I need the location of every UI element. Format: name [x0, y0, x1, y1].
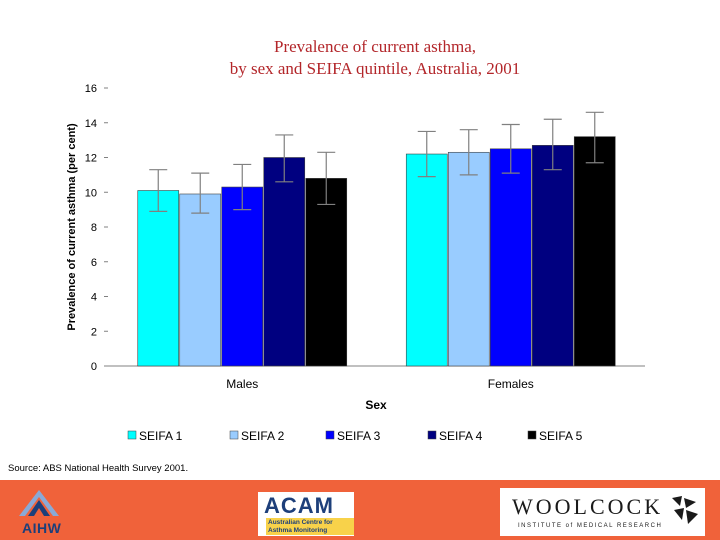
aihw-logo-text: AIHW [22, 520, 62, 536]
y-tick-label: 8 [91, 222, 97, 234]
y-tick-label: 16 [85, 83, 97, 95]
y-tick-label: 4 [91, 292, 97, 304]
legend-swatch [527, 430, 537, 440]
y-tick-label: 14 [85, 118, 97, 130]
acam-logo-text: ACAM [264, 493, 334, 518]
legend-label: SEIFA 4 [439, 429, 483, 443]
bar-males-seifa-2 [179, 193, 222, 367]
chart-title-line-2: by sex and SEIFA quintile, Australia, 20… [229, 59, 521, 78]
bar-females-seifa-4 [531, 145, 574, 367]
chart-title-line-1: Prevalence of current asthma, [273, 37, 477, 56]
legend-label: SEIFA 2 [241, 429, 285, 443]
legend-label: SEIFA 3 [337, 429, 381, 443]
y-tick-label: 0 [91, 361, 97, 373]
woolcock-logo: WOOLCOCK INSTITUTE of MEDICAL RESEARCH [500, 488, 705, 536]
footer-bar: AIHW ACAM Australian Centre for Asthma M… [0, 480, 720, 540]
acam-logo: ACAM Australian Centre for Asthma Monito… [258, 492, 354, 536]
acam-logo-subtitle: Australian Centre for Asthma Monitoring [266, 518, 354, 535]
bar-males-seifa-1 [137, 190, 180, 367]
bar-males-seifa-4 [263, 157, 306, 367]
y-tick-label: 12 [85, 153, 97, 165]
aihw-logo-mark [19, 490, 59, 516]
x-category-label: Females [488, 377, 534, 391]
x-category-label: Males [226, 377, 258, 391]
bar-chart: 0 2 4 6 8 10 12 14 16 Prevalence of current asthm… [66, 83, 645, 443]
legend-label: SEIFA 1 [139, 429, 183, 443]
y-tick-label: 10 [85, 187, 97, 199]
y-tick-label: 6 [91, 257, 97, 269]
y-axis-label: Prevalence of current asthma (per cent) [66, 123, 78, 331]
bar-females-seifa-1 [405, 153, 448, 367]
y-tick-label: 2 [91, 326, 97, 338]
bar-females-seifa-3 [489, 148, 532, 367]
bar-males-seifa-5 [305, 178, 348, 367]
woolcock-logo-subtitle: INSTITUTE of MEDICAL RESEARCH [518, 523, 663, 529]
woolcock-logo-text: WOOLCOCK [512, 494, 664, 519]
legend-swatch [229, 430, 239, 440]
legend-swatch [127, 430, 137, 440]
legend-label: SEIFA 5 [539, 429, 583, 443]
woolcock-logo-mark [672, 496, 698, 524]
bar-females-seifa-2 [447, 151, 490, 367]
bar-females-seifa-5 [573, 136, 616, 367]
aihw-logo: AIHW [14, 488, 64, 538]
legend-swatch [427, 430, 437, 440]
source-note: Source: ABS National Health Survey 2001. [8, 463, 189, 474]
chart-title: Prevalence of current asthma, by sex and… [140, 36, 610, 80]
x-axis-label: Sex [365, 398, 387, 412]
bar-males-seifa-3 [221, 186, 264, 367]
legend-swatch [325, 430, 335, 440]
